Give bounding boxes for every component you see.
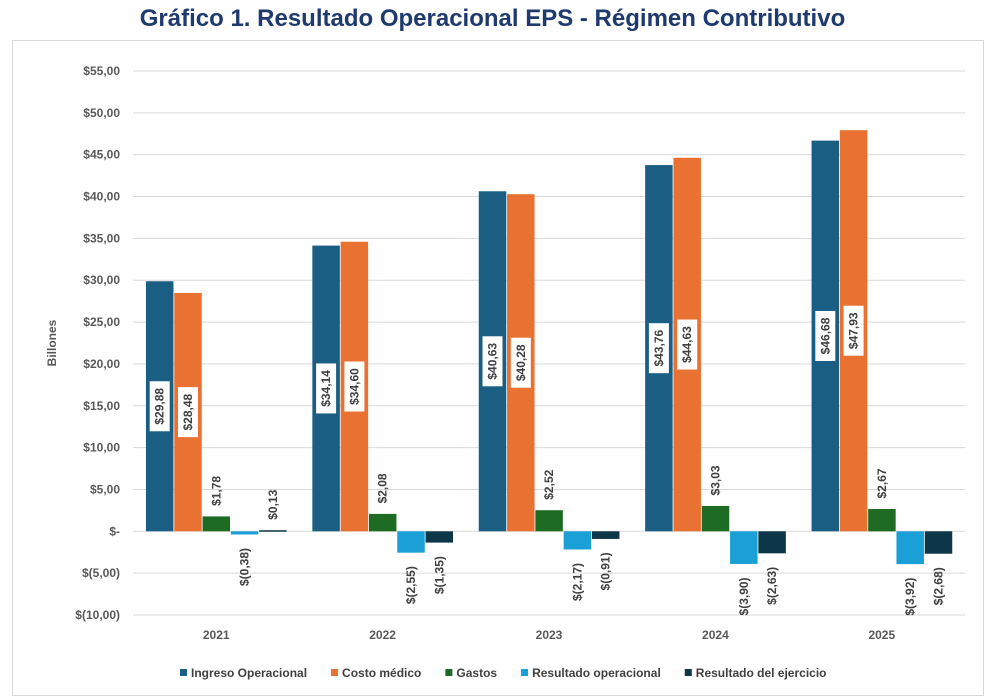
data-label: $44,63 xyxy=(680,326,694,363)
legend-label: Gastos xyxy=(456,666,497,680)
data-label-box xyxy=(344,361,365,412)
y-tick-label: $25,00 xyxy=(83,315,120,329)
y-tick-label: $5,00 xyxy=(90,482,120,496)
legend-swatch xyxy=(521,669,529,676)
bar-resultado-del-ejercicio xyxy=(591,531,620,539)
y-tick-label: $40,00 xyxy=(83,190,120,204)
bar-gastos xyxy=(368,513,397,532)
data-label: $2,08 xyxy=(376,473,390,503)
data-label: $40,63 xyxy=(486,343,500,380)
data-label: $2,67 xyxy=(875,468,889,498)
bar-gastos xyxy=(535,510,563,532)
legend-swatch xyxy=(684,669,692,676)
x-tick-label: 2022 xyxy=(369,628,396,642)
x-tick-label: 2025 xyxy=(868,628,895,642)
chart-title: Gráfico 1. Resultado Operacional EPS - R… xyxy=(139,5,846,32)
data-label: $(3,92) xyxy=(903,578,917,616)
data-label: $47,93 xyxy=(847,312,861,349)
x-tick-label: 2024 xyxy=(702,628,729,642)
data-label-box xyxy=(482,336,503,387)
legend-swatch xyxy=(445,669,453,676)
bar-gastos xyxy=(701,505,730,532)
x-tick-label: 2023 xyxy=(536,628,563,642)
data-label: $3,03 xyxy=(709,465,723,495)
bar-resultado-operacional xyxy=(730,531,758,564)
legend-swatch xyxy=(331,669,339,676)
data-label: $(2,63) xyxy=(765,567,779,605)
y-tick-label: $20,00 xyxy=(83,357,120,371)
data-label: $28,48 xyxy=(181,393,195,430)
data-label-box xyxy=(178,387,198,438)
data-label-box xyxy=(149,381,170,432)
data-label: $34,60 xyxy=(347,368,361,405)
y-axis-label: Billones xyxy=(45,319,59,366)
data-label: $(0,38) xyxy=(238,548,252,586)
data-label: $(0,91) xyxy=(599,552,613,590)
y-tick-label: $55,00 xyxy=(83,64,120,78)
bar-resultado-operacional xyxy=(563,531,592,550)
bar-gastos xyxy=(868,508,896,532)
data-label: $(2,17) xyxy=(570,563,584,601)
data-label: $46,68 xyxy=(818,317,832,354)
bar-resultado-del-ejercicio xyxy=(425,531,454,543)
chart-frame xyxy=(12,40,984,696)
data-label: $43,76 xyxy=(652,330,666,367)
data-label: $0,13 xyxy=(266,489,280,519)
data-label-box xyxy=(843,305,864,356)
legend-label: Costo médico xyxy=(342,666,421,680)
legend-label: Resultado operacional xyxy=(532,666,661,680)
data-label-box xyxy=(815,310,836,361)
y-tick-label: $10,00 xyxy=(83,441,120,455)
data-label: $40,28 xyxy=(514,344,528,381)
bar-gastos xyxy=(202,516,231,532)
data-label: $(2,55) xyxy=(404,566,418,604)
data-label-box xyxy=(316,363,337,414)
data-label: $(3,90) xyxy=(737,577,751,615)
data-label: $34,14 xyxy=(319,370,333,407)
legend-label: Resultado del ejercicio xyxy=(696,666,827,680)
data-label-box xyxy=(510,337,531,388)
y-tick-label: $- xyxy=(109,524,120,538)
bar-resultado-del-ejercicio xyxy=(758,531,786,554)
bar-resultado-operacional xyxy=(230,531,259,535)
y-tick-label: $(5,00) xyxy=(82,566,120,580)
y-tick-label: $(10,00) xyxy=(75,608,120,622)
data-label: $1,78 xyxy=(209,476,223,506)
data-label-box xyxy=(648,323,669,374)
y-tick-label: $30,00 xyxy=(83,273,120,287)
y-tick-label: $35,00 xyxy=(83,231,120,245)
bar-resultado-operacional xyxy=(397,531,425,553)
x-tick-label: 2021 xyxy=(203,628,230,642)
bar-resultado-del-ejercicio xyxy=(259,530,287,532)
legend-swatch xyxy=(180,669,187,676)
bar-resultado-operacional xyxy=(896,531,924,565)
data-label: $(1,35) xyxy=(432,556,446,594)
y-tick-label: $50,00 xyxy=(83,106,120,120)
data-label: $2,52 xyxy=(542,469,556,499)
bar-resultado-del-ejercicio xyxy=(924,531,953,554)
data-label: $29,88 xyxy=(153,388,167,425)
data-label: $(2,68) xyxy=(932,567,946,605)
legend-label: Ingreso Operacional xyxy=(191,666,307,680)
data-label-box xyxy=(677,319,698,370)
y-tick-label: $15,00 xyxy=(83,399,120,413)
y-tick-label: $45,00 xyxy=(83,148,120,162)
